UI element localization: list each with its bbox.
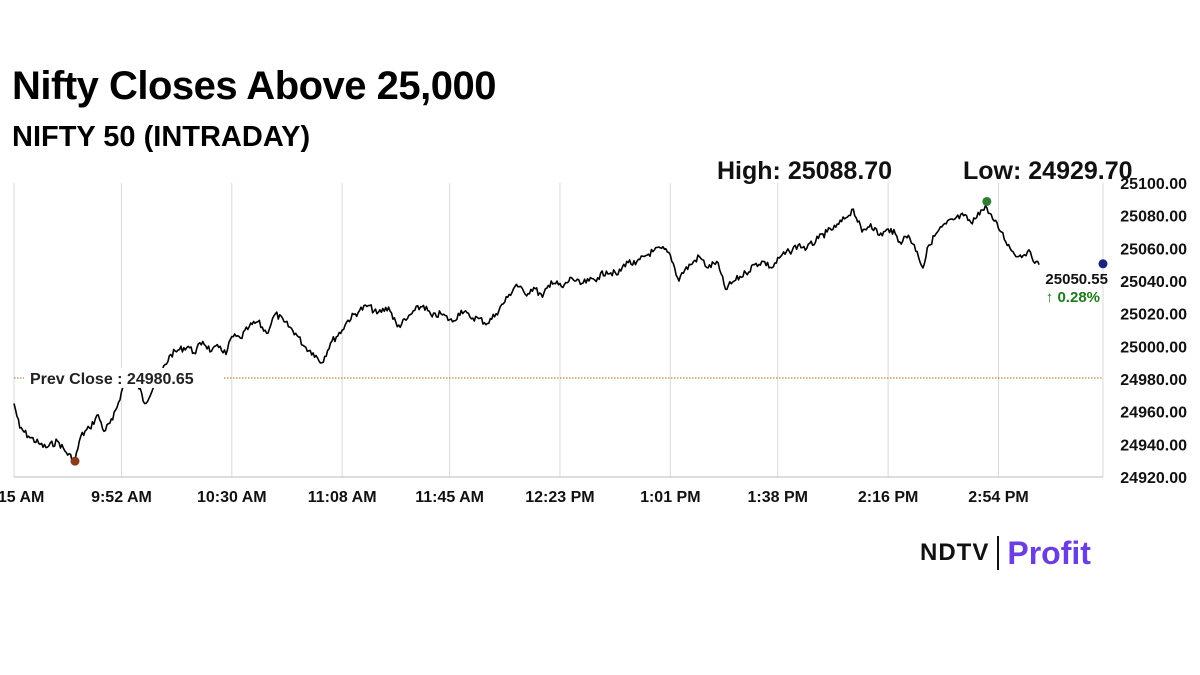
change-label: ↑ 0.28% <box>1046 289 1100 306</box>
axes: 9:15 AM 9:52 AM 10:30 AM 11:08 AM 11:45 AM 12… <box>0 176 1187 506</box>
last-price-marker <box>1098 259 1108 269</box>
low-marker <box>70 456 80 466</box>
y-tick-label: 25060.00 <box>1120 241 1187 258</box>
brand-divider <box>997 536 1000 570</box>
y-tick-label: 25040.00 <box>1120 274 1187 291</box>
x-tick-label: 10:30 AM <box>197 489 267 506</box>
x-tick-label: 9:15 AM <box>0 489 44 506</box>
chart-labels: Prev Close : 24980.65 25050.55↑ 0.28% <box>24 271 1108 388</box>
markers <box>70 196 1108 466</box>
x-tick-label: 12:23 PM <box>525 489 594 506</box>
nifty-price-line <box>13 205 1040 463</box>
series <box>13 205 1040 463</box>
y-tick-label: 24940.00 <box>1120 437 1187 454</box>
x-tick-label: 1:01 PM <box>640 489 700 506</box>
y-tick-label: 24960.00 <box>1120 405 1187 422</box>
x-tick-label: 11:45 AM <box>415 489 484 506</box>
prev-close-label: Prev Close : 24980.65 <box>30 371 194 388</box>
x-tick-label: 9:52 AM <box>91 489 152 506</box>
high-marker <box>982 196 992 206</box>
x-tick-label: 2:16 PM <box>858 489 918 506</box>
x-tick-label: 1:38 PM <box>748 489 808 506</box>
brand-profit: Profit <box>1007 534 1091 571</box>
y-tick-label: 24920.00 <box>1120 470 1187 487</box>
x-tick-label: 11:08 AM <box>308 489 377 506</box>
last-price-label: 25050.55 <box>1045 271 1108 288</box>
brand-ndtv: NDTV <box>920 539 990 566</box>
headline: Nifty Closes Above 25,000 <box>12 64 497 108</box>
y-tick-label: 24980.00 <box>1120 372 1187 389</box>
x-tick-label: 2:54 PM <box>968 489 1028 506</box>
y-tick-label: 25000.00 <box>1120 339 1187 356</box>
prev-close-label-bg <box>24 367 224 388</box>
ndtv-profit-logo: NDTV Profit <box>920 533 1091 573</box>
y-tick-label: 25080.00 <box>1120 209 1187 226</box>
y-tick-label: 25100.00 <box>1120 176 1187 193</box>
high-label: High: 25088.70 <box>717 157 893 185</box>
low-label: Low: 24929.70 <box>963 157 1133 185</box>
chart-subtitle: NIFTY 50 (INTRADAY) <box>12 121 311 153</box>
y-tick-label: 25020.00 <box>1120 307 1187 324</box>
